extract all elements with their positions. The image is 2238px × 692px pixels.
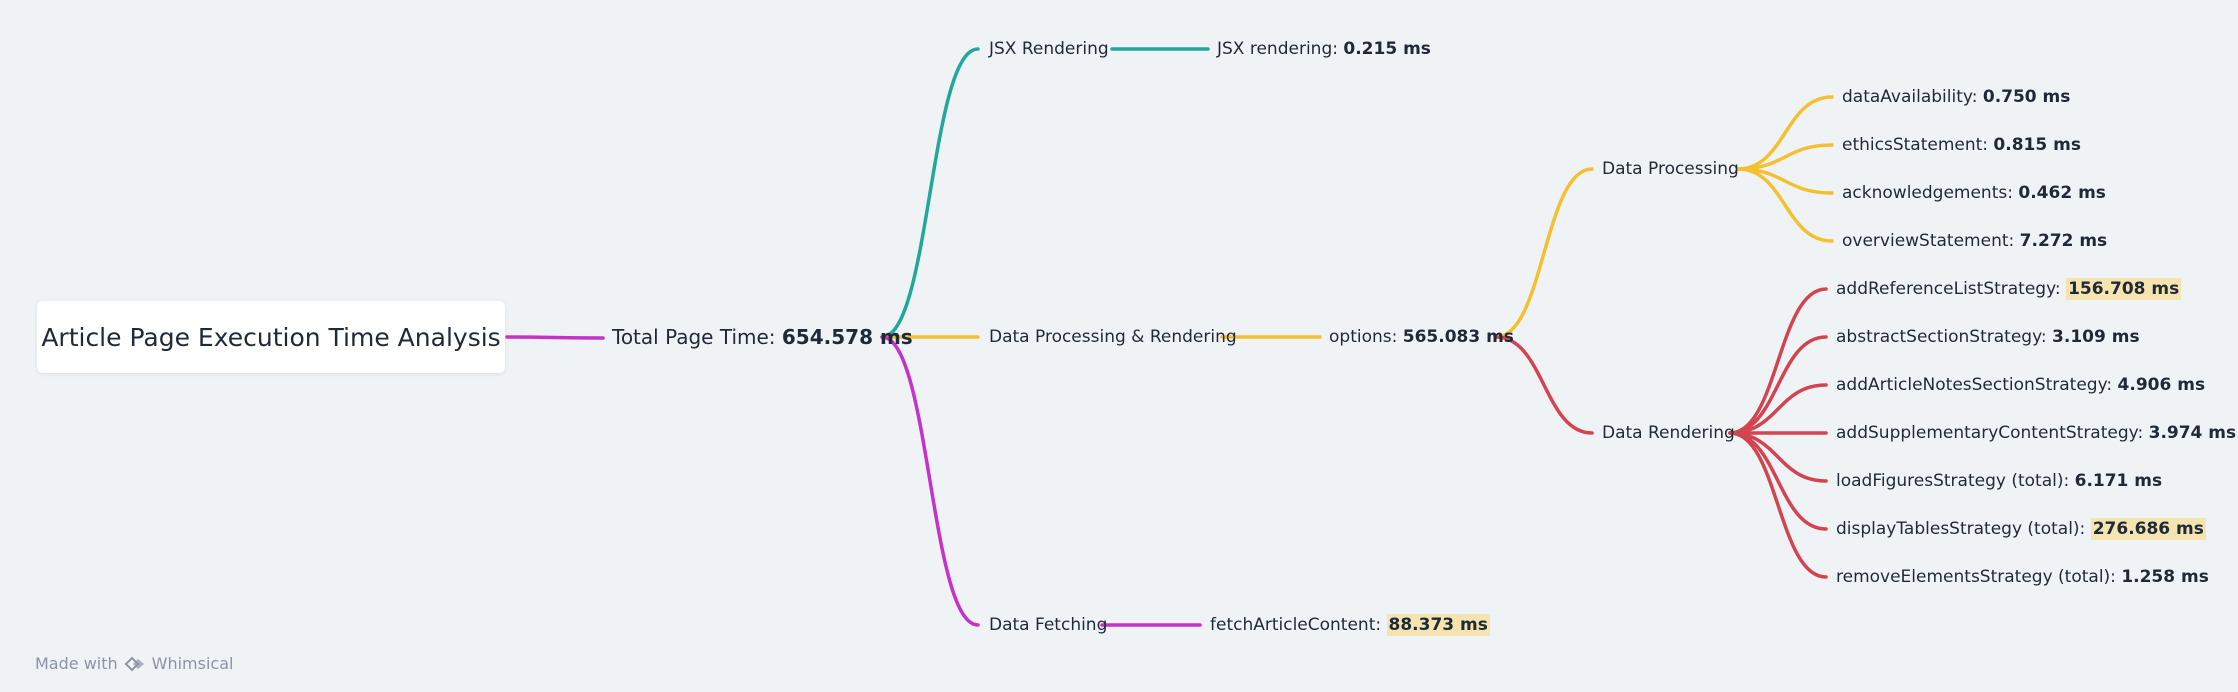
jsx-detail-label: JSX rendering: — [1217, 39, 1338, 59]
edge-rendering-item — [1728, 335, 1828, 435]
dpr-label: Data Processing & Rendering — [989, 327, 1237, 347]
jsx-rendering-detail-node[interactable]: JSX rendering: 0.215 ms — [1217, 37, 1431, 61]
rendering-item[interactable]: removeElementsStrategy (total): 1.258 ms — [1836, 565, 2209, 589]
rendering-item-value: 276.686 ms — [2090, 518, 2206, 540]
edge-processing-item — [1736, 167, 1834, 243]
processing-item[interactable]: ethicsStatement: 0.815 ms — [1842, 133, 2081, 157]
data-rendering-node[interactable]: Data Rendering — [1602, 421, 1735, 445]
options-value: 565.083 ms — [1402, 327, 1514, 347]
processing-item-value: 0.462 ms — [2018, 183, 2106, 203]
jsx-detail-value: 0.215 ms — [1343, 39, 1431, 59]
processing-item-value: 7.272 ms — [2019, 231, 2108, 251]
processing-item[interactable]: acknowledgements: 0.462 ms — [1842, 181, 2106, 205]
rendering-item-value: 3.974 ms — [2148, 423, 2237, 443]
rendering-item[interactable]: loadFiguresStrategy (total): 6.171 ms — [1836, 469, 2162, 493]
data-processing-label: Data Processing — [1602, 159, 1739, 179]
data-processing-node[interactable]: Data Processing — [1602, 157, 1739, 181]
options-label: options: — [1329, 327, 1398, 347]
made-with-footer[interactable]: Made with Whimsical — [35, 654, 233, 673]
total-page-time-node[interactable]: Total Page Time: 654.578 ms — [612, 325, 913, 349]
processing-item[interactable]: overviewStatement: 7.272 ms — [1842, 229, 2107, 253]
edge-root-total — [505, 335, 605, 340]
rendering-item-label: addArticleNotesSectionStrategy: — [1836, 375, 2113, 395]
fetch-article-content-node[interactable]: fetchArticleContent: 88.373 ms — [1210, 613, 1490, 637]
fetch-label: fetchArticleContent: — [1210, 615, 1382, 635]
edge-total-jsx — [880, 47, 980, 339]
options-node[interactable]: options: 565.083 ms — [1329, 325, 1514, 349]
whimsical-logo-icon — [124, 656, 144, 671]
rendering-item-label: removeElementsStrategy (total): — [1836, 567, 2116, 587]
rendering-item-value: 156.708 ms — [2066, 278, 2182, 300]
jsx-rendering-node[interactable]: JSX Rendering — [989, 37, 1109, 61]
rendering-item[interactable]: addReferenceListStrategy: 156.708 ms — [1836, 277, 2182, 301]
rendering-item[interactable]: addArticleNotesSectionStrategy: 4.906 ms — [1836, 373, 2205, 397]
data-fetching-node[interactable]: Data Fetching — [989, 613, 1107, 637]
processing-item-label: dataAvailability: — [1842, 87, 1978, 107]
data-fetching-label: Data Fetching — [989, 615, 1108, 635]
data-rendering-label: Data Rendering — [1602, 423, 1735, 443]
rendering-item-value: 3.109 ms — [2052, 327, 2140, 347]
jsx-rendering-label: JSX Rendering — [989, 39, 1109, 59]
rendering-item-label: addReferenceListStrategy: — [1836, 279, 2061, 299]
edge-rendering-item — [1728, 431, 1828, 579]
edge-rendering-item — [1728, 383, 1828, 435]
rendering-item-value: 6.171 ms — [2074, 471, 2163, 491]
edge-options-processing — [1494, 167, 1594, 339]
fetch-value: 88.373 ms — [1386, 614, 1490, 636]
rendering-item-value: 4.906 ms — [2117, 375, 2206, 395]
rendering-item-label: addSupplementaryContentStrategy: — [1836, 423, 2144, 443]
rendering-item[interactable]: displayTablesStrategy (total): 276.686 m… — [1836, 517, 2206, 541]
rendering-item-label: displayTablesStrategy (total): — [1836, 519, 2086, 539]
total-label: Total Page Time: — [612, 325, 776, 349]
edge-processing-item — [1736, 95, 1834, 171]
edge-options-rendering — [1494, 335, 1594, 435]
processing-item-label: overviewStatement: — [1842, 231, 2015, 251]
processing-item-label: ethicsStatement: — [1842, 135, 1989, 155]
data-processing-rendering-node[interactable]: Data Processing & Rendering — [989, 325, 1237, 349]
footer-brand: Whimsical — [151, 654, 234, 673]
processing-item-value: 0.815 ms — [1993, 135, 2081, 155]
processing-item[interactable]: dataAvailability: 0.750 ms — [1842, 85, 2070, 109]
rendering-item[interactable]: addSupplementaryContentStrategy: 3.974 m… — [1836, 421, 2236, 445]
rendering-item[interactable]: abstractSectionStrategy: 3.109 ms — [1836, 325, 2140, 349]
root-label: Article Page Execution Time Analysis — [41, 322, 501, 352]
total-value: 654.578 ms — [781, 325, 913, 349]
processing-item-label: acknowledgements: — [1842, 183, 2013, 203]
rendering-item-value: 1.258 ms — [2121, 567, 2209, 587]
rendering-item-label: loadFiguresStrategy (total): — [1836, 471, 2070, 491]
footer-prefix: Made with — [35, 654, 118, 673]
root-node[interactable]: Article Page Execution Time Analysis — [37, 301, 505, 373]
processing-item-value: 0.750 ms — [1982, 87, 2071, 107]
rendering-item-label: abstractSectionStrategy: — [1836, 327, 2047, 347]
edge-total-fetching — [880, 335, 980, 627]
